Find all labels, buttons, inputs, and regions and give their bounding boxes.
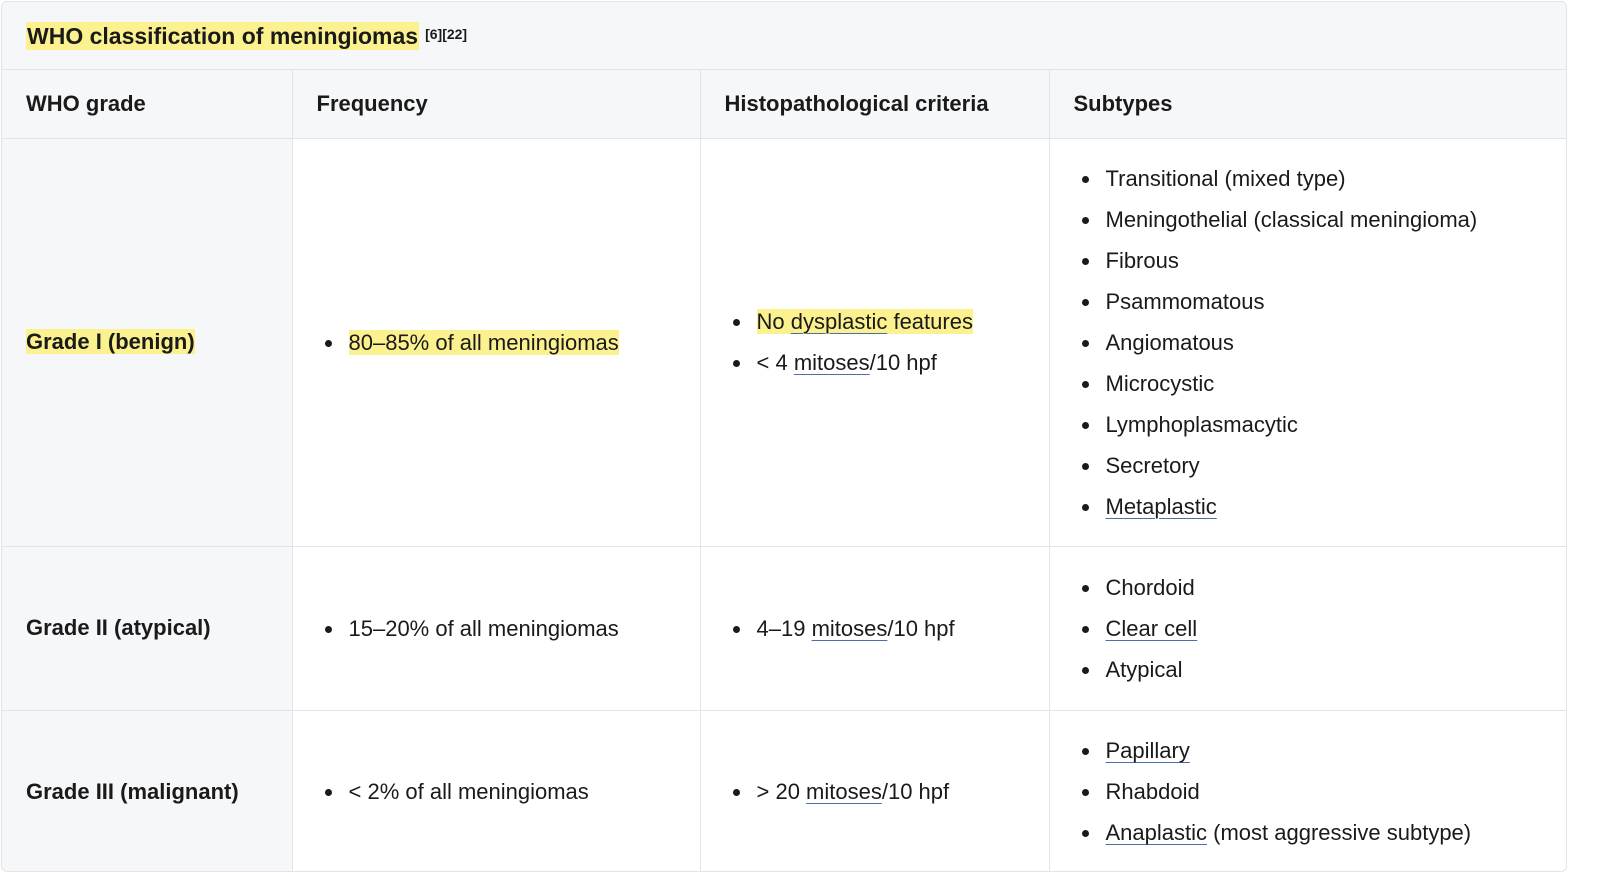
header-subtypes: Subtypes bbox=[1049, 70, 1566, 139]
list-item: Metaplastic bbox=[1081, 486, 1567, 527]
criteria-cell: No dysplastic features < 4 mitoses/10 hp… bbox=[700, 138, 1050, 547]
header-who-grade: WHO grade bbox=[2, 70, 293, 139]
grade-cell: Grade III (malignant) bbox=[2, 710, 293, 871]
header-frequency: Frequency bbox=[292, 70, 701, 139]
criteria-prefix: > 20 bbox=[756, 779, 807, 805]
subtypes-cell: Chordoid Clear cell Atypical bbox=[1049, 546, 1567, 711]
subtypes-cell: Transitional (mixed type) Meningothelial… bbox=[1049, 138, 1567, 547]
list-item: 4–19 mitoses/10 hpf bbox=[732, 608, 1049, 649]
dysplastic-link[interactable]: dysplastic bbox=[790, 309, 888, 334]
anaplastic-link[interactable]: Anaplastic bbox=[1105, 820, 1208, 846]
header-histopathological-criteria: Histopathological criteria bbox=[700, 70, 1050, 139]
table-row: Grade III (malignant) < 2% of all mening… bbox=[2, 710, 1567, 871]
caption-title: WHO classification of meningiomas bbox=[26, 21, 420, 50]
list-item: Rhabdoid bbox=[1081, 771, 1567, 812]
list-item: Chordoid bbox=[1081, 567, 1567, 608]
papillary-link[interactable]: Papillary bbox=[1105, 738, 1190, 764]
header-row: WHO grade Frequency Histopathological cr… bbox=[2, 70, 1566, 139]
list-item: No dysplastic features bbox=[732, 301, 1049, 342]
grade-cell: Grade I (benign) bbox=[2, 138, 293, 547]
clear-cell-link[interactable]: Clear cell bbox=[1105, 615, 1198, 641]
list-item: Atypical bbox=[1081, 649, 1567, 690]
list-item: < 2% of all meningiomas bbox=[324, 771, 700, 812]
criteria-text: No dysplastic features bbox=[756, 309, 973, 334]
grade-cell: Grade II (atypical) bbox=[2, 546, 293, 711]
frequency-cell: 15–20% of all meningiomas bbox=[292, 546, 701, 711]
list-item: > 20 mitoses/10 hpf bbox=[732, 771, 1049, 812]
classification-table-card: WHO classification of meningiomas [6][22… bbox=[1, 1, 1567, 872]
list-item: Clear cell bbox=[1081, 608, 1567, 649]
list-item: Anaplastic (most aggressive subtype) bbox=[1081, 812, 1567, 853]
list-item: Meningothelial (classical meningioma) bbox=[1081, 199, 1567, 240]
list-item: 80–85% of all meningiomas bbox=[324, 322, 700, 363]
list-item: Secretory bbox=[1081, 445, 1567, 486]
criteria-suffix: /10 hpf bbox=[869, 350, 937, 375]
list-item: Psammomatous bbox=[1081, 281, 1567, 322]
criteria-prefix: < 4 bbox=[756, 350, 794, 375]
mitoses-link[interactable]: mitoses bbox=[793, 350, 870, 375]
list-item: Fibrous bbox=[1081, 240, 1567, 281]
mitoses-link[interactable]: mitoses bbox=[806, 779, 882, 805]
anaplastic-note: (most aggressive subtype) bbox=[1207, 820, 1472, 846]
list-item: Microcystic bbox=[1081, 363, 1567, 404]
frequency-cell: 80–85% of all meningiomas bbox=[292, 138, 701, 547]
frequency-text: 80–85% of all meningiomas bbox=[348, 329, 619, 355]
who-grade-table: WHO grade Frequency Histopathological cr… bbox=[2, 70, 1567, 871]
criteria-cell: 4–19 mitoses/10 hpf bbox=[700, 546, 1050, 711]
caption-references[interactable]: [6][22] bbox=[425, 25, 468, 42]
criteria-suffix: /10 hpf bbox=[881, 779, 950, 805]
list-item: Angiomatous bbox=[1081, 322, 1567, 363]
grade-label: Grade I (benign) bbox=[26, 329, 195, 354]
list-item: Transitional (mixed type) bbox=[1081, 158, 1567, 199]
list-item: < 4 mitoses/10 hpf bbox=[732, 342, 1049, 383]
frequency-cell: < 2% of all meningiomas bbox=[292, 710, 701, 871]
criteria-cell: > 20 mitoses/10 hpf bbox=[700, 710, 1050, 871]
criteria-suffix: /10 hpf bbox=[887, 615, 955, 641]
list-item: Lymphoplasmacytic bbox=[1081, 404, 1567, 445]
criteria-prefix: 4–19 bbox=[756, 615, 812, 641]
table-caption: WHO classification of meningiomas [6][22… bbox=[2, 2, 1566, 70]
mitoses-link[interactable]: mitoses bbox=[811, 615, 888, 641]
subtypes-cell: Papillary Rhabdoid Anaplastic (most aggr… bbox=[1049, 710, 1567, 871]
table-row: Grade I (benign) 80–85% of all meningiom… bbox=[2, 138, 1567, 547]
list-item: 15–20% of all meningiomas bbox=[324, 608, 700, 649]
list-item: Papillary bbox=[1081, 730, 1567, 771]
table-row: Grade II (atypical) 15–20% of all mening… bbox=[2, 546, 1567, 711]
metaplastic-link[interactable]: Metaplastic bbox=[1105, 493, 1217, 519]
